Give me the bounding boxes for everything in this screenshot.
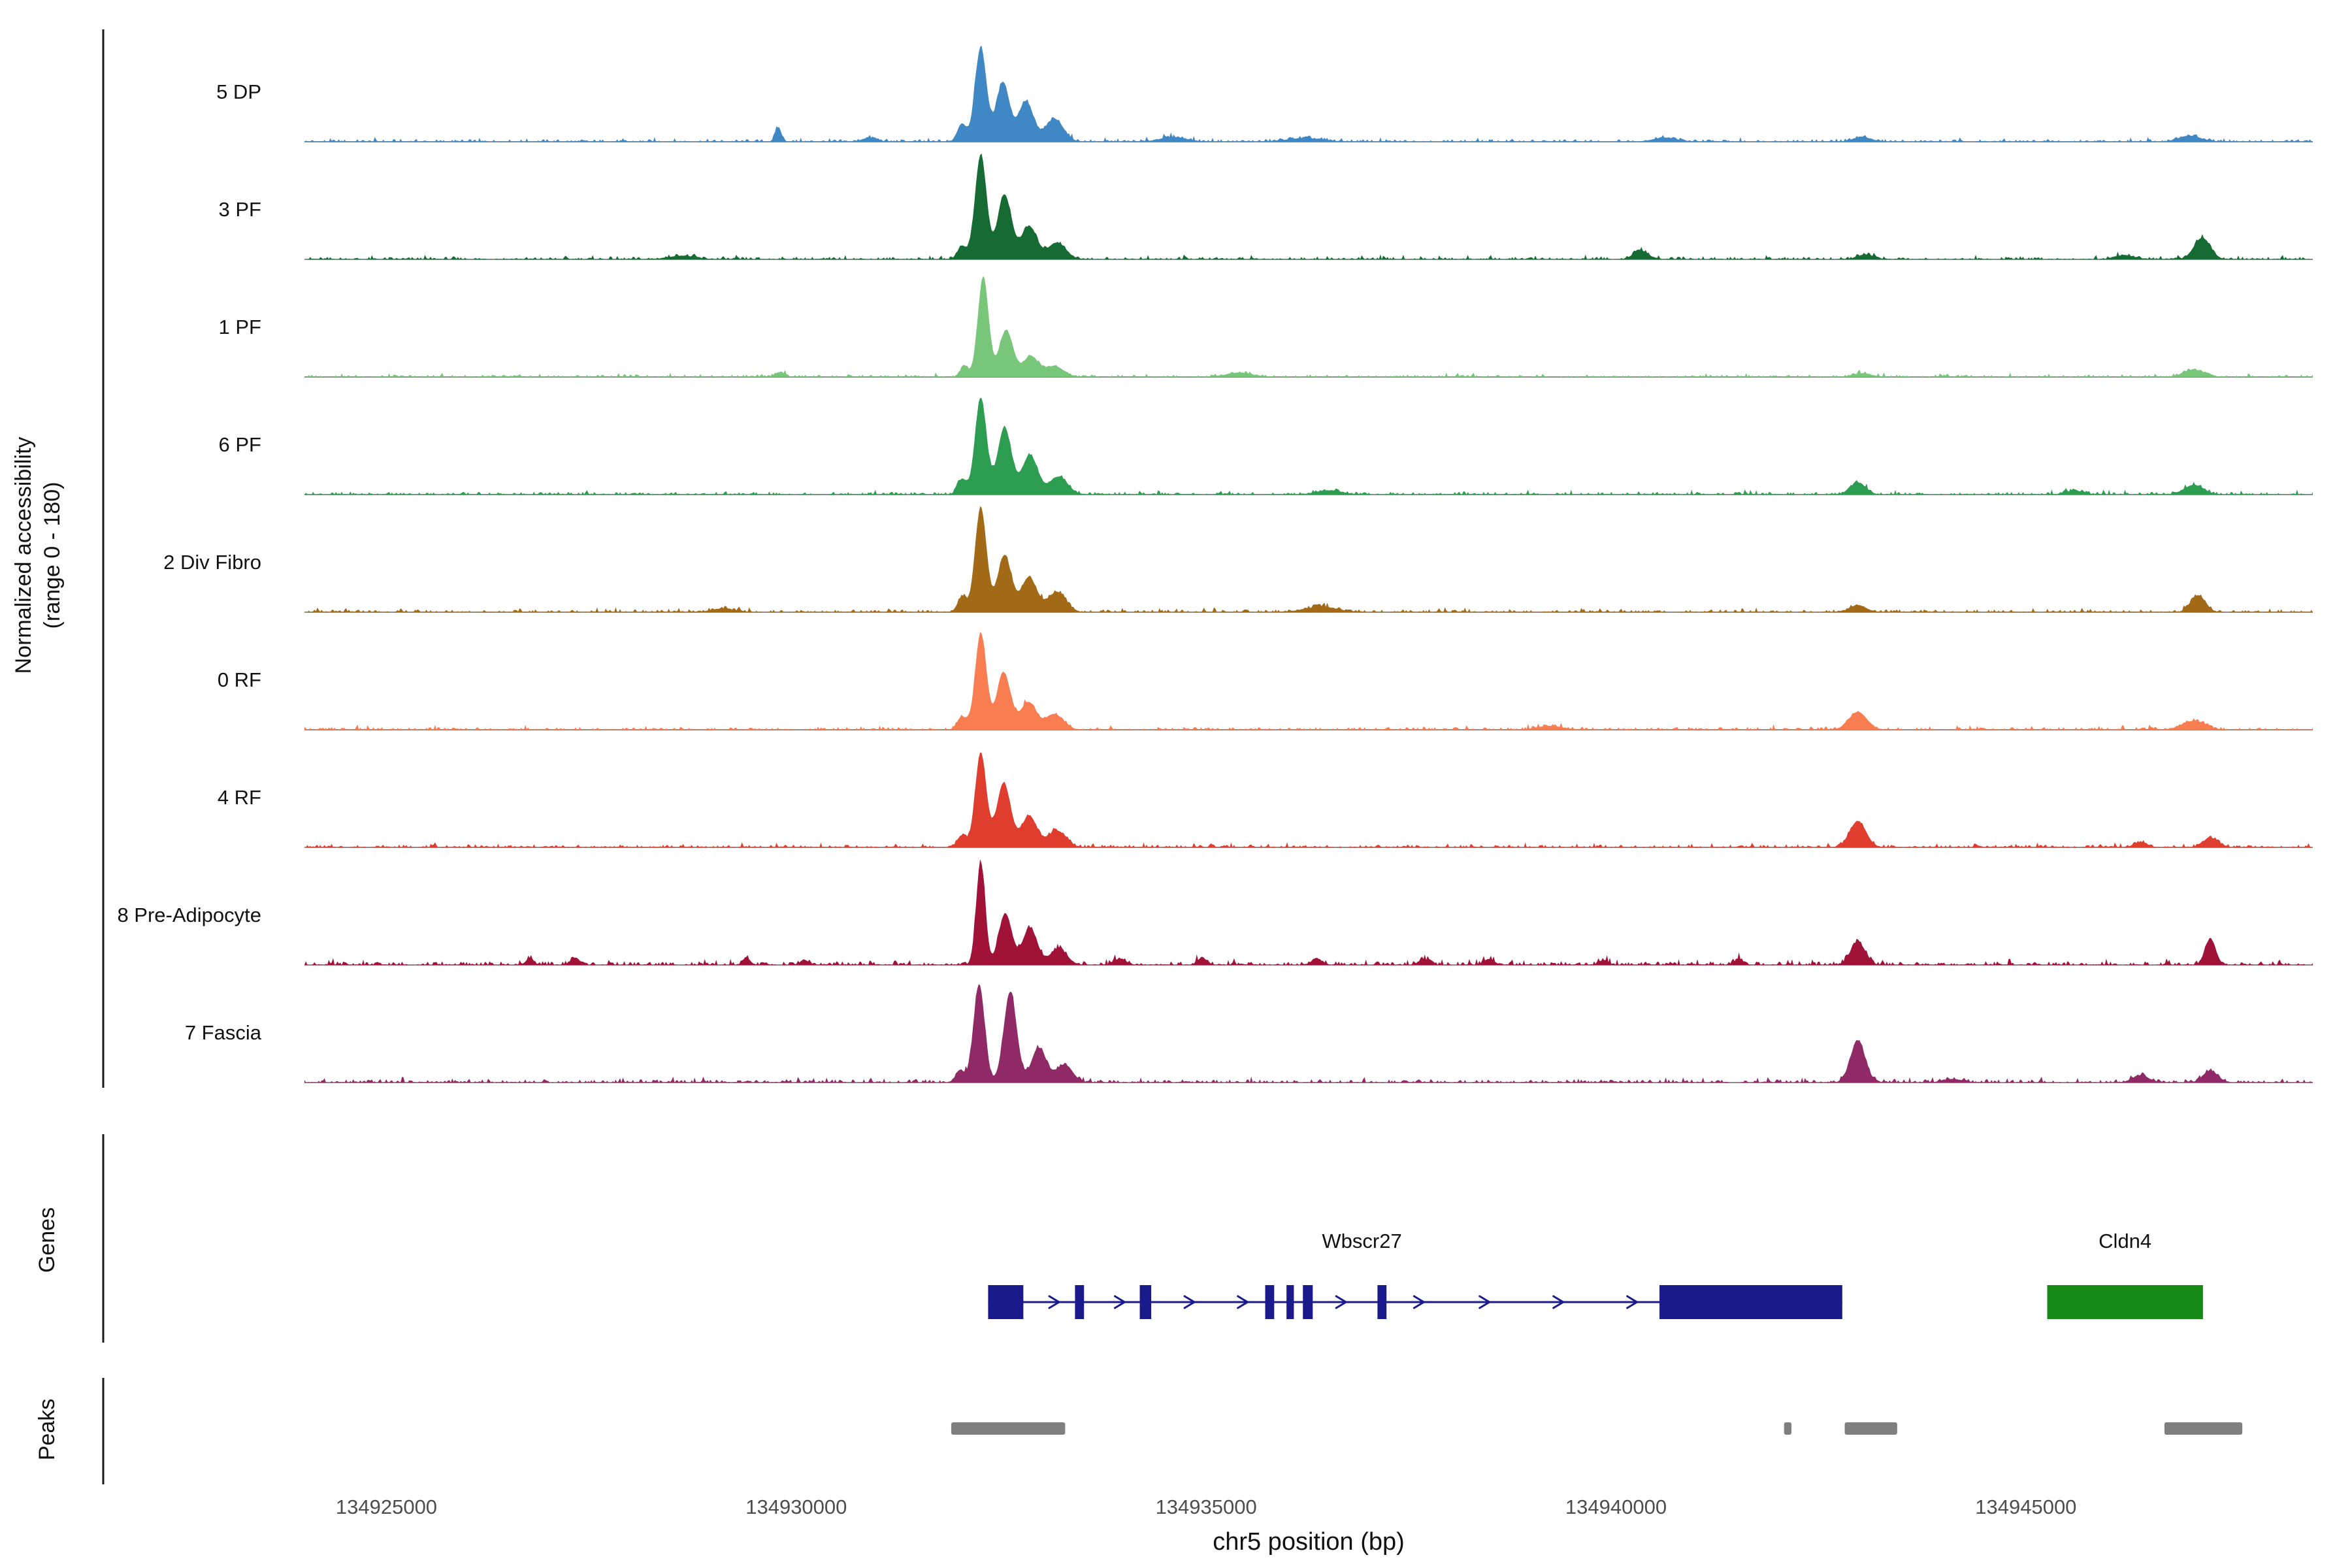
peak-interval — [951, 1422, 1066, 1435]
gene-model-cldn4 — [2047, 1285, 2203, 1319]
strand-arrow-icon — [1113, 1295, 1127, 1309]
gene-exon — [1075, 1285, 1085, 1319]
gene-box — [2047, 1285, 2203, 1319]
track-signal-5-dp — [304, 45, 2313, 142]
gene-exon — [1303, 1285, 1313, 1319]
gene-name: Wbscr27 — [1322, 1230, 1402, 1252]
peak-interval — [1844, 1422, 1897, 1435]
track-label: 4 RF — [217, 786, 261, 809]
track-signal-4-rf — [304, 752, 2313, 847]
y-axis-label: Normalized accessibility (range 0 - 180) — [10, 436, 65, 674]
strand-arrow-icon — [1335, 1295, 1348, 1309]
x-tick-label: 134930000 — [745, 1495, 847, 1518]
track-label: 0 RF — [217, 668, 261, 691]
track-label: 2 Div Fibro — [163, 551, 261, 574]
strand-arrow-icon — [1626, 1295, 1639, 1309]
strand-arrow-icon — [1552, 1295, 1565, 1309]
track-label: 8 Pre-Adipocyte — [117, 904, 261, 926]
gene-name: Cldn4 — [2099, 1230, 2152, 1252]
peak-interval — [1784, 1422, 1792, 1435]
strand-arrow-icon — [1048, 1295, 1061, 1309]
x-axis-title: chr5 position (bp) — [1213, 1528, 1405, 1556]
gene-model-wbscr27 — [988, 1285, 1842, 1319]
track-signal-0-rf — [304, 632, 2313, 730]
gene-exon — [1139, 1285, 1152, 1319]
gene-exon — [1265, 1285, 1275, 1319]
track-signal-3-pf — [304, 153, 2313, 259]
genes-section-label: Genes — [34, 1207, 59, 1273]
track-signal-1-pf — [304, 276, 2313, 377]
x-tick-label: 134935000 — [1155, 1495, 1257, 1518]
peak-interval — [2164, 1422, 2243, 1435]
track-label: 5 DP — [216, 80, 261, 103]
strand-arrow-icon — [1237, 1295, 1250, 1309]
track-signal-8-pre-adipocyte — [304, 859, 2313, 965]
gene-exon — [988, 1285, 1024, 1319]
strand-arrow-icon — [1478, 1295, 1492, 1309]
track-signal-7-fascia — [304, 984, 2313, 1083]
track-label: 3 PF — [218, 198, 261, 221]
track-label: 1 PF — [218, 316, 261, 338]
track-signal-2-div-fibro — [304, 506, 2313, 612]
track-label: 6 PF — [218, 433, 261, 456]
strand-arrow-icon — [1183, 1295, 1196, 1309]
gene-exon — [1659, 1285, 1842, 1319]
peaks-section-label: Peaks — [34, 1398, 59, 1461]
x-tick-label: 134925000 — [335, 1495, 438, 1518]
x-tick-label: 134945000 — [1975, 1495, 2077, 1518]
strand-arrow-icon — [1413, 1295, 1426, 1309]
track-label: 7 Fascia — [184, 1021, 261, 1044]
gene-exon — [1377, 1285, 1387, 1319]
x-tick-label: 134940000 — [1565, 1495, 1667, 1518]
gene-exon — [1286, 1285, 1294, 1319]
track-signal-6-pf — [304, 398, 2313, 495]
